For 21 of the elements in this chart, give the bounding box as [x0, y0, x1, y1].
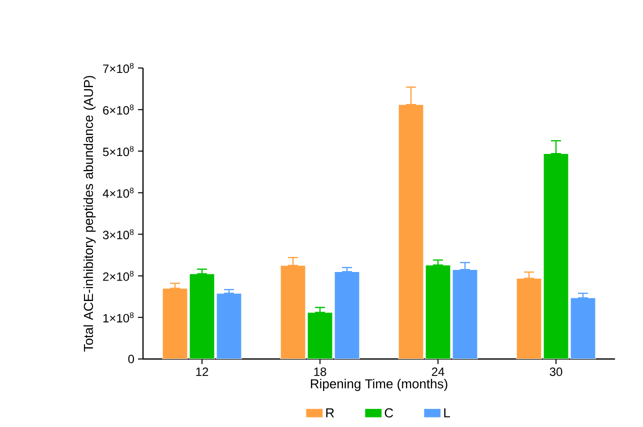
x-axis-title: Ripening Time (months) — [310, 378, 448, 391]
y-tick-label: 6×10$^{8}$ — [103, 104, 134, 115]
y-axis-title: Total ACE-inhibitory peptides abundance (AUP) — [84, 76, 96, 352]
y-tick-label: 1×10$^{8}$ — [103, 312, 134, 322]
y-tick-label: 0 — [128, 354, 134, 364]
legend-label: L — [444, 408, 450, 418]
legend-label: R — [326, 408, 334, 418]
bar — [307, 312, 333, 359]
y-tick-label: 2×10$^{8}$ — [103, 270, 134, 281]
legend-label: C — [384, 408, 394, 418]
y-tick-label: 4×10$^{8}$ — [102, 188, 134, 198]
y-tick-label: 3×10$^{8}$ — [102, 229, 134, 240]
bar — [189, 273, 215, 359]
x-tick-label: 24 — [432, 368, 444, 376]
y-tick-label: 7×10$^{8}$ — [103, 62, 134, 74]
y-tick-label: 5×10$^{8}$ — [102, 146, 134, 156]
x-tick-label: 18 — [314, 368, 326, 376]
x-tick-label: 30 — [550, 368, 562, 376]
bar — [162, 288, 188, 359]
x-tick-label: 12 — [196, 368, 208, 376]
bar — [425, 264, 451, 359]
